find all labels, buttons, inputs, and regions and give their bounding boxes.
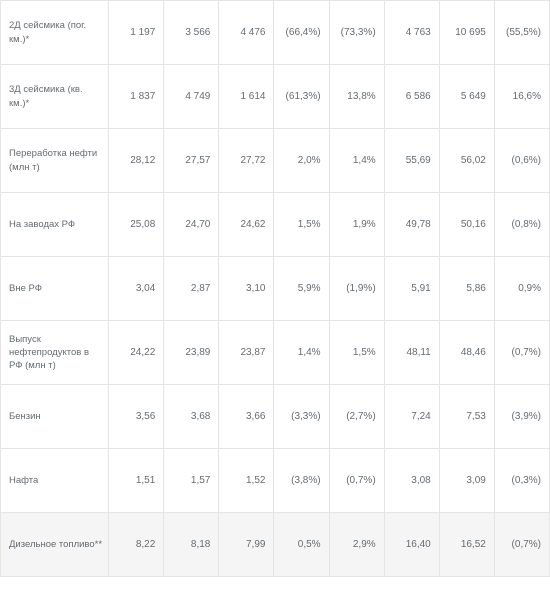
row-value: 6 586 [384,65,439,129]
row-value: 27,57 [164,129,219,193]
row-value: 1,57 [164,449,219,513]
row-value: 1,9% [329,193,384,257]
row-value: 3,08 [384,449,439,513]
table-row: Нафта1,511,571,52(3,8%)(0,7%)3,083,09(0,… [1,449,550,513]
row-value: 1 614 [219,65,274,129]
row-value: (3,3%) [274,385,329,449]
row-label: На заводах РФ [1,193,109,257]
row-value: 4 763 [384,1,439,65]
row-value: (61,3%) [274,65,329,129]
row-value: 0,5% [274,513,329,577]
row-value: (0,7%) [329,449,384,513]
row-value: 56,02 [439,129,494,193]
row-label: Вне РФ [1,257,109,321]
row-value: 8,22 [109,513,164,577]
row-value: (3,8%) [274,449,329,513]
table-row: Бензин3,563,683,66(3,3%)(2,7%)7,247,53(3… [1,385,550,449]
table-row: Дизельное топливо**8,228,187,990,5%2,9%1… [1,513,550,577]
row-value: 28,12 [109,129,164,193]
row-value: 16,40 [384,513,439,577]
row-value: 24,62 [219,193,274,257]
row-value: 49,78 [384,193,439,257]
row-value: 8,18 [164,513,219,577]
row-value: (73,3%) [329,1,384,65]
row-value: (0,7%) [494,321,549,385]
row-value: 1,51 [109,449,164,513]
table-row: 2Д сейсмика (пог. км.)*1 1973 5664 476(6… [1,1,550,65]
table-row: Выпуск нефтепродуктов в РФ (млн т)24,222… [1,321,550,385]
table-row: 3Д сейсмика (кв. км.)*1 8374 7491 614(61… [1,65,550,129]
row-value: 1,4% [329,129,384,193]
row-value: (55,5%) [494,1,549,65]
row-value: (66,4%) [274,1,329,65]
data-table: 2Д сейсмика (пог. км.)*1 1973 5664 476(6… [0,0,550,577]
row-value: 1 837 [109,65,164,129]
row-label: Переработка нефти (млн т) [1,129,109,193]
row-value: (1,9%) [329,257,384,321]
row-value: 3,68 [164,385,219,449]
row-value: 55,69 [384,129,439,193]
table-row: Переработка нефти (млн т)28,1227,5727,72… [1,129,550,193]
row-value: 3,09 [439,449,494,513]
row-value: 48,11 [384,321,439,385]
row-value: 1,52 [219,449,274,513]
row-value: 7,24 [384,385,439,449]
row-value: 3 566 [164,1,219,65]
row-value: 3,56 [109,385,164,449]
table-row: На заводах РФ25,0824,7024,621,5%1,9%49,7… [1,193,550,257]
row-value: 2,0% [274,129,329,193]
row-value: 4 476 [219,1,274,65]
row-value: (0,7%) [494,513,549,577]
row-value: (3,9%) [494,385,549,449]
row-value: 5 649 [439,65,494,129]
row-value: 23,89 [164,321,219,385]
row-label: 3Д сейсмика (кв. км.)* [1,65,109,129]
row-value: (0,6%) [494,129,549,193]
row-value: 4 749 [164,65,219,129]
row-value: 10 695 [439,1,494,65]
row-value: 13,8% [329,65,384,129]
row-value: 50,16 [439,193,494,257]
row-value: 7,99 [219,513,274,577]
row-label: Нафта [1,449,109,513]
row-value: 1,5% [274,193,329,257]
row-value: 1 197 [109,1,164,65]
row-value: 0,9% [494,257,549,321]
row-value: 16,6% [494,65,549,129]
row-value: 3,04 [109,257,164,321]
row-value: 5,91 [384,257,439,321]
row-value: 3,66 [219,385,274,449]
row-label: Выпуск нефтепродуктов в РФ (млн т) [1,321,109,385]
row-value: 3,10 [219,257,274,321]
row-value: (0,3%) [494,449,549,513]
row-value: 2,9% [329,513,384,577]
row-label: Дизельное топливо** [1,513,109,577]
row-value: 16,52 [439,513,494,577]
row-value: (2,7%) [329,385,384,449]
row-value: (0,8%) [494,193,549,257]
row-value: 5,86 [439,257,494,321]
row-value: 23,87 [219,321,274,385]
row-value: 7,53 [439,385,494,449]
table-row: Вне РФ3,042,873,105,9%(1,9%)5,915,860,9% [1,257,550,321]
row-value: 25,08 [109,193,164,257]
row-value: 1,5% [329,321,384,385]
row-label: 2Д сейсмика (пог. км.)* [1,1,109,65]
row-value: 2,87 [164,257,219,321]
row-value: 5,9% [274,257,329,321]
row-value: 48,46 [439,321,494,385]
row-value: 24,22 [109,321,164,385]
row-label: Бензин [1,385,109,449]
row-value: 27,72 [219,129,274,193]
row-value: 24,70 [164,193,219,257]
row-value: 1,4% [274,321,329,385]
